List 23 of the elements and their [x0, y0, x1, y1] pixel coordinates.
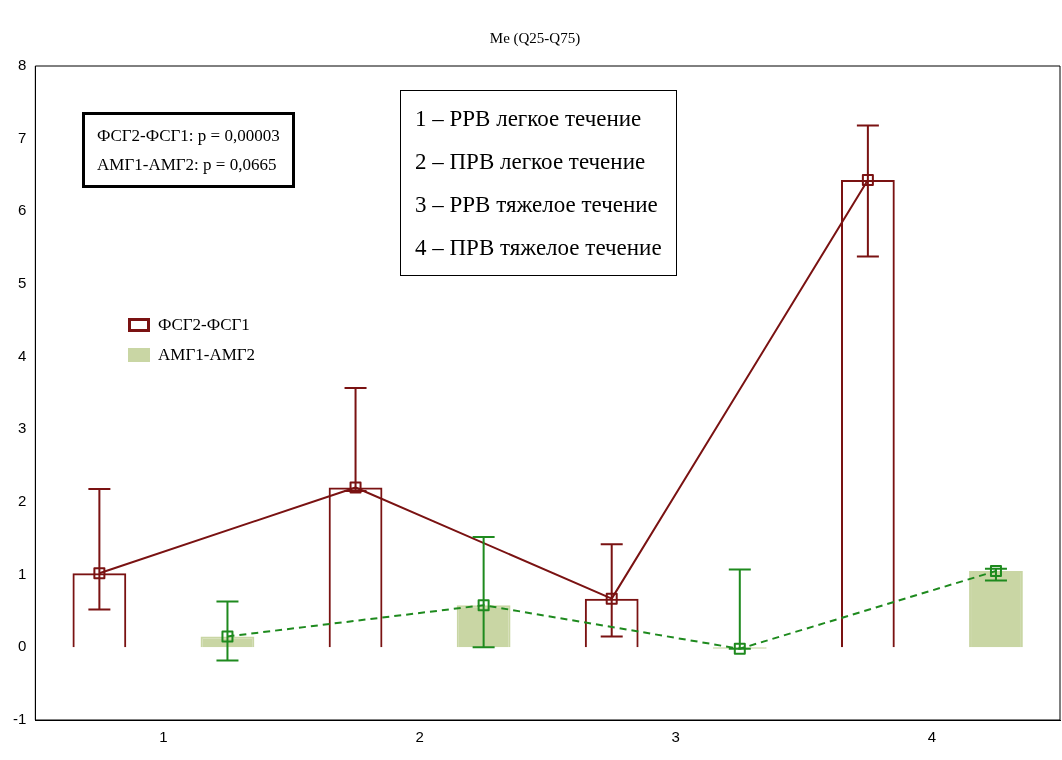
- x-tick-label: 1: [159, 728, 168, 746]
- x-tick-label: 3: [671, 728, 680, 746]
- legend-label: АМГ1-АМГ2: [158, 345, 256, 365]
- y-tick-label: 7: [17, 128, 27, 146]
- y-tick-label: 2: [17, 492, 27, 510]
- x-tick-label: 4: [927, 728, 937, 746]
- y-tick-label: 0: [17, 637, 27, 655]
- y-tick-label: 5: [17, 274, 27, 292]
- annotation: АМГ1-АМГ2: p = 0,0665: [97, 154, 278, 176]
- y-tick-label: 8: [17, 56, 27, 74]
- y-tick-label: 6: [17, 201, 27, 219]
- annotation: 4 – ПРВ тяжелое течение: [415, 234, 662, 262]
- y-tick-label: -1: [12, 710, 27, 728]
- annotation: 2 – ПРВ легкое течение: [415, 148, 647, 176]
- y-tick-label: 3: [17, 419, 27, 437]
- chart-title: Me (Q25-Q75): [489, 29, 581, 47]
- legend-label: ФСГ2-ФСГ1: [158, 315, 250, 335]
- annotation: 3 – РРВ тяжелое течение: [415, 191, 659, 219]
- x-tick-label: 2: [415, 728, 424, 746]
- y-tick-label: 4: [17, 346, 27, 364]
- y-tick-label: 1: [17, 564, 27, 582]
- annotation: 1 – РРВ легкое течение: [415, 105, 643, 133]
- annotation: ФСГ2-ФСГ1: p = 0,00003: [97, 125, 280, 147]
